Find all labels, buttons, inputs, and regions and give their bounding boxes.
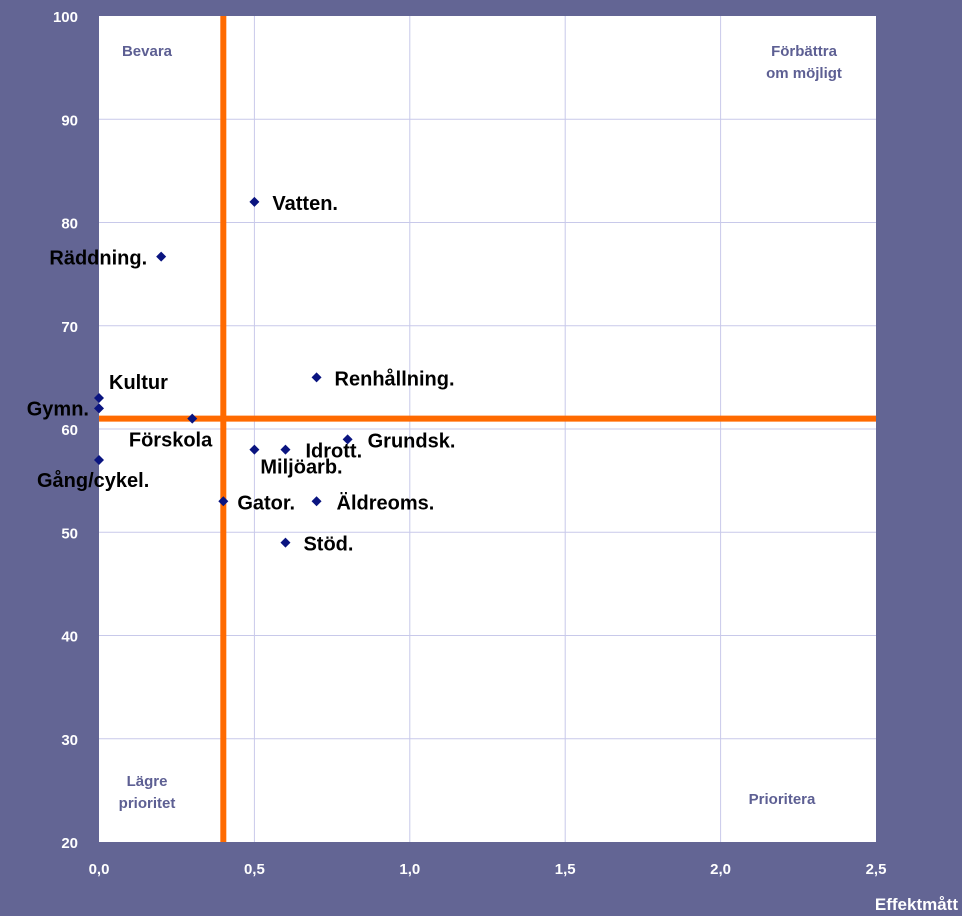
data-point-label: Vatten. (272, 193, 338, 215)
data-point-label: Gymn. (27, 398, 89, 420)
x-tick-label: 2,0 (710, 861, 731, 878)
y-tick-label: 30 (61, 732, 78, 749)
data-point-label: Renhållning. (335, 367, 455, 390)
x-tick-label: 1,0 (399, 861, 420, 878)
x-tick-label: 0,5 (244, 861, 265, 878)
quadrant-label-bottom-right: Prioritera (749, 791, 816, 808)
data-point-label: Äldreoms. (337, 491, 435, 514)
data-point-marker (249, 196, 260, 207)
data-point-marker (218, 496, 229, 507)
data-point-marker (311, 372, 322, 383)
data-point-marker (94, 454, 104, 465)
data-point-marker (94, 393, 104, 404)
data-point-marker (156, 251, 167, 262)
data-point-marker (249, 444, 260, 455)
data-point-label: Kultur (109, 372, 168, 394)
data-point-label: Idrott. (305, 441, 362, 463)
data-point-label: Räddning. (49, 248, 147, 270)
quadrant-label-top-right: Förbättra (771, 43, 837, 60)
data-point-label: Förskola (129, 430, 213, 452)
data-point-marker (187, 413, 198, 424)
y-tick-label: 50 (61, 525, 78, 542)
y-tick-label: 100 (53, 9, 78, 26)
data-point-label: Miljöarb. (260, 457, 342, 479)
quadrant-label-top-right: om möjligt (766, 65, 842, 82)
point-labels: Vatten. Räddning. Renhållning. Kultur Gymn. F… (27, 193, 456, 556)
data-point-label: Gator. (237, 492, 295, 514)
quadrant-labels: Bevara Förbättra om möjligt Lägre prioritet P… (119, 43, 842, 812)
data-point-marker (280, 537, 291, 548)
quadrant-label-top-left: Bevara (122, 43, 173, 60)
x-tick-label: 0,0 (89, 861, 110, 878)
data-point-marker (342, 434, 353, 445)
quadrant-label-bottom-left: Lägre (127, 773, 168, 790)
y-tick-label: 70 (61, 319, 78, 336)
y-tick-label: 90 (61, 112, 78, 129)
data-point-label: Grundsk. (368, 430, 456, 452)
reference-lines (99, 16, 876, 842)
y-tick-label: 80 (61, 216, 78, 233)
tick-labels: 0,0 0,5 1,0 1,5 2,0 2,5 20 30 40 50 60 70 80 90 100 (53, 9, 886, 878)
gridlines (99, 16, 876, 842)
y-tick-label: 20 (61, 835, 78, 852)
data-point-marker (311, 496, 322, 507)
x-tick-label: 2,5 (866, 861, 887, 878)
y-tick-label: 40 (61, 629, 78, 646)
data-point-label: Gång/cykel. (37, 469, 149, 492)
data-point-label: Stöd. (303, 534, 353, 556)
x-axis-title: Effektmått (875, 895, 958, 914)
x-tick-label: 1,5 (555, 861, 576, 878)
y-tick-label: 60 (61, 422, 78, 439)
quadrant-label-bottom-left: prioritet (119, 795, 176, 812)
data-points (94, 196, 353, 548)
data-point-marker (280, 444, 291, 455)
data-point-marker (94, 403, 104, 414)
